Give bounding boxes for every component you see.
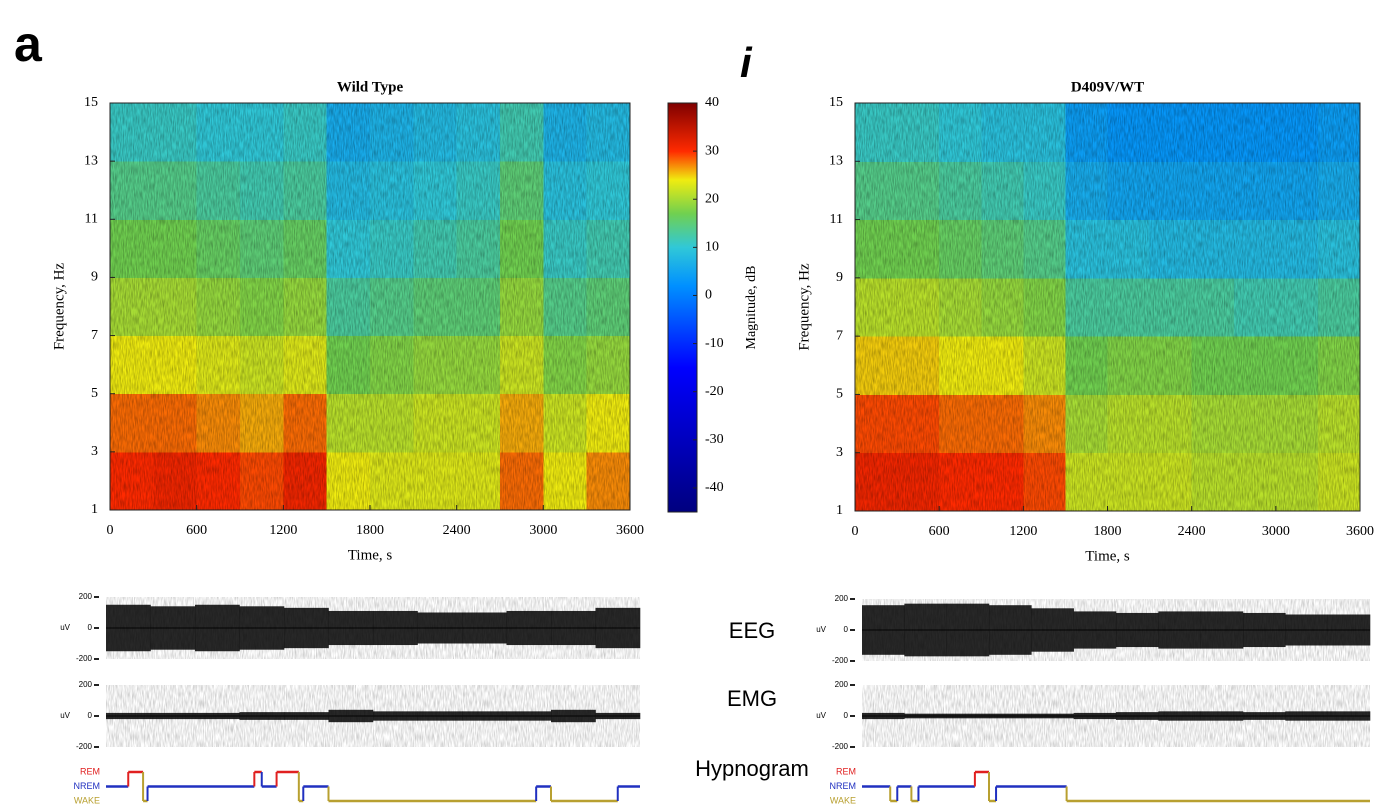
y-axis-label: uV (60, 623, 70, 632)
y-tick-label: 13 (829, 154, 843, 169)
panel-label: a (14, 16, 43, 72)
x-tick-label: 3000 (529, 523, 557, 538)
colorbar-tick-label: -10 (705, 336, 724, 351)
colorbar-tick-label: 40 (705, 95, 719, 110)
y-tick-label: 200 (79, 592, 93, 601)
colorbar (667, 102, 698, 513)
y-tick-label: 5 (91, 386, 98, 401)
trace-label: EEG (729, 618, 775, 643)
y-tick-label: 3 (836, 445, 843, 460)
trace-label: Hypnogram (695, 756, 809, 781)
hypnogram-level-label: NREM (830, 781, 857, 791)
y-tick-label: -200 (76, 742, 93, 751)
x-tick-label: 1200 (269, 523, 297, 538)
colorbar-tick-label: 10 (705, 240, 719, 255)
y-axis-label: Frequency, Hz (51, 262, 67, 350)
texture (110, 103, 630, 510)
y-axis-label: uV (816, 711, 826, 720)
texture (862, 599, 1370, 661)
y-tick-label: -200 (832, 742, 849, 751)
x-tick-label: 3600 (1346, 524, 1374, 539)
texture (855, 103, 1360, 511)
x-tick-label: 600 (186, 523, 207, 538)
y-tick-label: 200 (79, 680, 93, 689)
y-tick-label: 3 (91, 444, 98, 459)
y-tick-label: -200 (76, 654, 93, 663)
x-tick-label: 2400 (1178, 524, 1206, 539)
y-tick-label: 1 (91, 502, 98, 517)
y-tick-label: 11 (830, 212, 843, 227)
y-axis-label: uV (60, 711, 70, 720)
colorbar-tick-label: 30 (705, 143, 719, 158)
colorbar-tick-label: 0 (705, 288, 712, 303)
x-tick-label: 600 (929, 524, 950, 539)
y-tick-label: 0 (88, 711, 93, 720)
sub-label: i (740, 39, 753, 86)
texture (862, 685, 1370, 747)
x-tick-label: 0 (107, 523, 114, 538)
y-tick-label: 9 (836, 270, 843, 285)
hypnogram-level-label: NREM (74, 781, 101, 791)
texture (106, 685, 640, 747)
y-tick-label: 7 (836, 328, 843, 343)
y-tick-label: 1 (836, 503, 843, 518)
colorbar-tick-label: -30 (705, 432, 724, 447)
hypnogram-level-label: REM (80, 766, 100, 776)
y-tick-label: 200 (835, 594, 849, 603)
y-axis-label: Frequency, Hz (796, 263, 812, 351)
colorbar-tick-label: -40 (705, 480, 724, 495)
trace-label: EMG (727, 686, 777, 711)
y-tick-label: 0 (844, 711, 849, 720)
hypnogram-level-label: WAKE (830, 795, 856, 805)
x-tick-label: 0 (852, 524, 859, 539)
x-tick-label: 3000 (1262, 524, 1290, 539)
x-axis-label: Time, s (348, 547, 393, 563)
y-tick-label: 5 (836, 387, 843, 402)
y-tick-label: 0 (88, 623, 93, 632)
hypnogram-level-label: WAKE (74, 795, 100, 805)
x-tick-label: 3600 (616, 523, 644, 538)
y-tick-label: 13 (84, 153, 98, 168)
y-tick-label: 200 (835, 680, 849, 689)
x-tick-label: 1800 (356, 523, 384, 538)
x-tick-label: 1800 (1094, 524, 1122, 539)
y-tick-label: 15 (84, 95, 98, 110)
y-axis-label: uV (816, 625, 826, 634)
y-tick-label: 9 (91, 270, 98, 285)
colorbar-label: Magnitude, dB (744, 266, 759, 350)
y-tick-label: 7 (91, 328, 98, 343)
colorbar-tick-label: 20 (705, 191, 719, 206)
chart-title: Wild Type (337, 79, 404, 95)
x-axis-label: Time, s (1085, 548, 1130, 564)
x-tick-label: 2400 (443, 523, 471, 538)
chart-title: D409V/WT (1071, 79, 1144, 95)
hypnogram-level-label: REM (836, 766, 856, 776)
colorbar-tick-label: -20 (705, 384, 724, 399)
y-tick-label: 11 (85, 212, 98, 227)
x-tick-label: 1200 (1009, 524, 1037, 539)
y-tick-label: -200 (832, 656, 849, 665)
y-tick-label: 0 (844, 625, 849, 634)
y-tick-label: 15 (829, 95, 843, 110)
texture (106, 597, 640, 659)
